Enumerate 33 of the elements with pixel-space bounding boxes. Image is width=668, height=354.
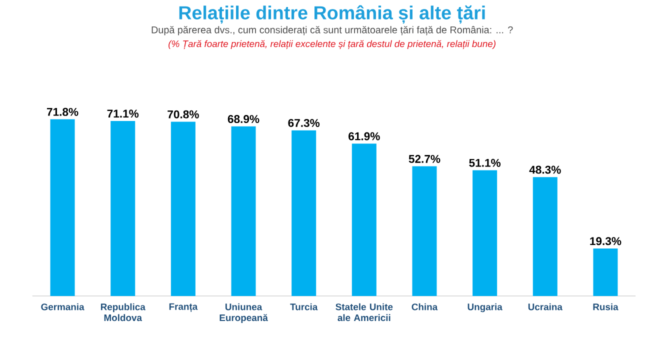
data-label: 71.8% xyxy=(46,108,78,116)
x-tick-label: Turcia xyxy=(290,303,318,310)
bar xyxy=(412,166,437,296)
x-tick-label: China xyxy=(412,303,438,310)
chart-title: Relațiile dintre România și alte țări xyxy=(179,5,485,24)
x-tick-label: Republica Moldova xyxy=(100,303,146,321)
data-label: 70.8% xyxy=(168,110,199,118)
data-label: 19.3% xyxy=(590,236,622,245)
data-label: 71.1% xyxy=(107,109,139,118)
x-tick-label: Franța xyxy=(169,303,198,312)
data-label: 52.7% xyxy=(408,154,440,163)
data-label: 48.3% xyxy=(529,166,561,174)
data-label: 67.3% xyxy=(288,118,320,127)
text: (% Țară foarte prietenă, relații excelente și țară destul de prietenă, relații bune) xyxy=(168,40,496,49)
x-tick-label: Statele Unite ale Americii xyxy=(336,303,393,321)
data-label: 68.9% xyxy=(228,114,260,123)
bar xyxy=(50,119,75,296)
bar xyxy=(231,126,256,296)
bar xyxy=(110,120,136,296)
bar xyxy=(170,122,196,296)
bar xyxy=(532,176,558,296)
chart-subtitle: După părerea dvs., cum considerați că sunt următoarele țări față de România: ... ? xyxy=(152,26,513,36)
data-label: 61.9% xyxy=(348,132,380,140)
x-tick-label: Ucraina xyxy=(528,303,562,310)
x-tick-label: Ungaria xyxy=(468,303,502,312)
bar xyxy=(352,143,376,296)
x-tick-label: Uniunea Europeană xyxy=(220,303,268,323)
data-label: 51.1% xyxy=(469,158,501,167)
bar xyxy=(292,130,316,296)
bar xyxy=(472,170,498,296)
x-tick-label: Rusia xyxy=(593,303,618,310)
x-tick-label: Germania xyxy=(41,303,84,310)
bar xyxy=(593,248,618,296)
